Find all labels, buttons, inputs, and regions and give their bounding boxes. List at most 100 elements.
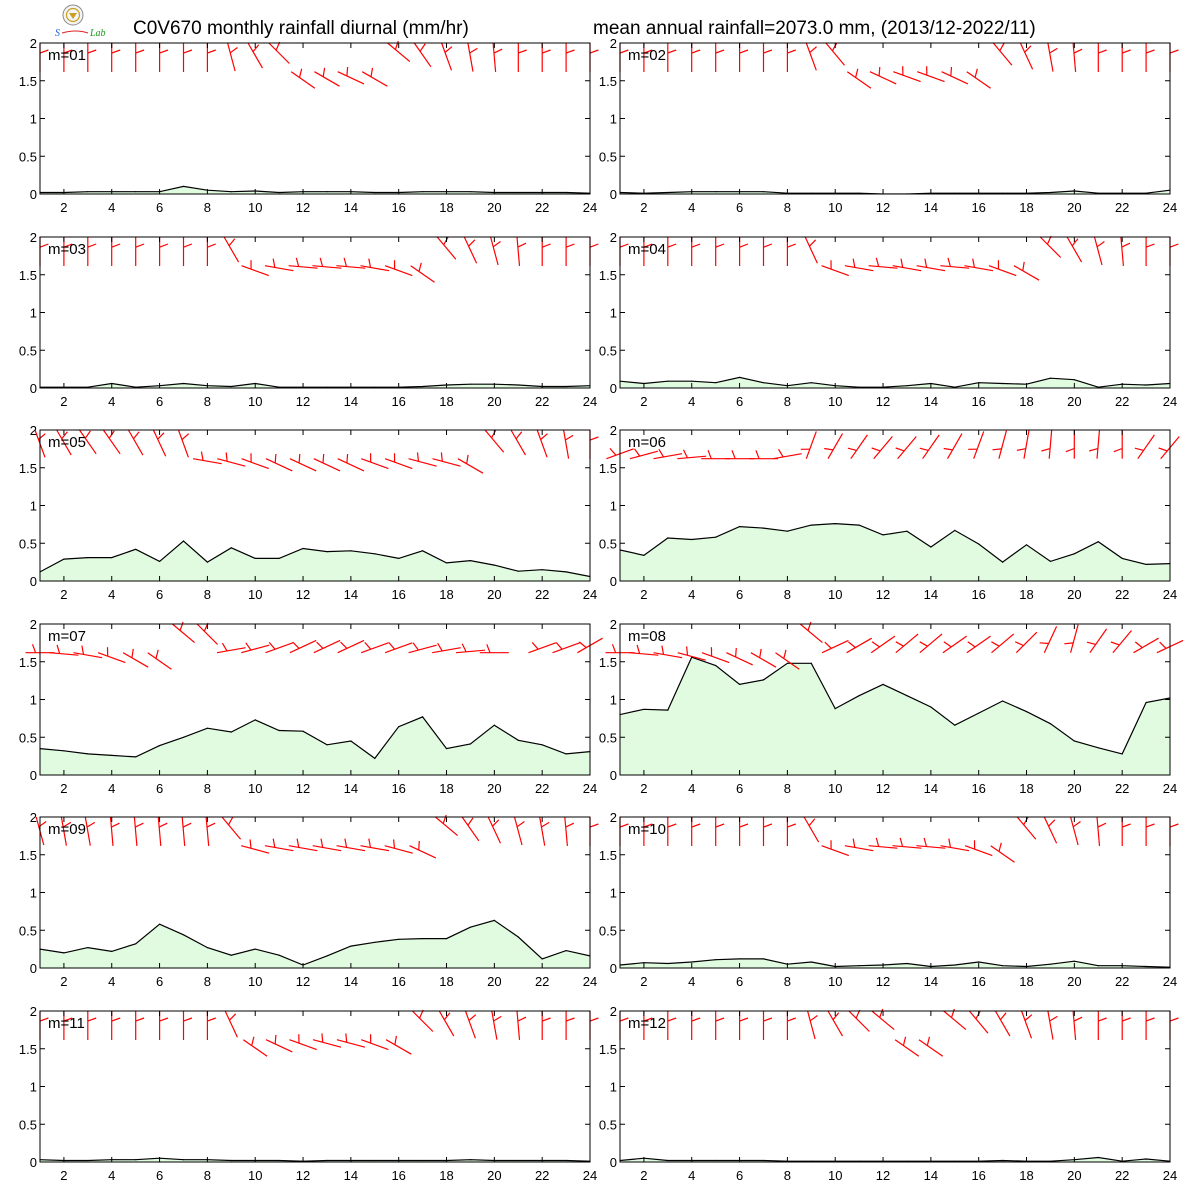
x-tick-label: 14 [924,587,938,602]
wind-barb [868,837,898,849]
wind-barb-feather [518,49,527,54]
wind-barb [463,236,478,264]
wind-barb-shaft [484,429,505,453]
wind-barb-feather [878,66,881,77]
wind-barb-feather [667,823,677,828]
wind-barb-shaft [1047,1010,1054,1040]
wind-barb-feather [517,1016,527,1022]
wind-barb-feather [763,1017,773,1022]
wind-barb-shaft [563,429,570,459]
wind-barb [805,42,817,71]
wind-barb-feather [63,1017,73,1022]
wind-barb-feather [228,238,236,247]
x-tick-label: 20 [487,394,501,409]
wind-barb [1169,237,1179,266]
x-tick-label: 22 [1115,1168,1129,1183]
wind-barb [1039,235,1062,258]
wind-barb [738,817,749,846]
wind-barb-feather [296,838,300,848]
y-tick-label: 0.5 [599,149,617,164]
wind-barb-shaft [265,642,294,654]
wind-barb-shaft [312,845,342,852]
x-tick-label: 2 [640,781,647,796]
rainfall-line [620,376,1170,388]
wind-barb [517,43,527,72]
wind-barb-shaft [409,845,437,859]
wind-barb-feather [619,823,629,828]
x-tick-label: 14 [344,587,358,602]
wind-barb [1120,236,1131,266]
wind-barb [192,451,222,465]
month-label: m=09 [48,821,86,838]
wind-barb [264,258,294,272]
wind-barb-feather [268,642,276,650]
wind-barb-feather [131,648,134,658]
wind-barb-feather [824,447,834,451]
wind-barb [725,450,755,460]
wind-barb-feather [755,450,760,459]
y-tick-label: 1.5 [599,1042,617,1057]
wind-barb-feather [343,257,348,267]
wind-barb [1065,429,1075,459]
wind-barb-feather [531,642,539,650]
wind-barb [966,635,991,654]
wind-barb-feather [1134,641,1143,649]
wind-barb [205,816,216,846]
wind-barb [667,237,677,266]
wind-barb-feather [1169,1017,1179,1022]
wind-barb-shaft [205,816,210,846]
wind-barb-shaft [1013,265,1040,281]
y-tick-label: 0 [610,961,617,976]
wind-barb-shaft [360,642,389,654]
wind-barb-feather [1039,642,1049,645]
wind-barb-feather [63,49,73,54]
wind-barb [677,646,706,661]
wind-barb [432,642,461,654]
x-tick-label: 10 [828,587,842,602]
x-tick-label: 22 [535,1168,549,1183]
wind-barb [536,429,548,458]
panel-frame [39,42,591,195]
wind-barb-shaft [217,458,246,467]
wind-barb-feather [691,49,701,54]
wind-barb-feather [715,1017,725,1022]
x-tick-label: 18 [439,200,453,215]
wind-barb [1097,1011,1107,1040]
wind-barb [868,257,898,269]
wind-barb [871,1008,895,1031]
wind-barb [223,236,240,263]
wind-barb-shaft [1072,42,1077,72]
wind-barb-feather [274,453,277,464]
wind-barb-feather [824,641,832,649]
wind-barb-shaft [510,429,527,456]
wind-barb-feather [492,819,500,827]
x-tick-label: 8 [204,200,211,215]
wind-barb-feather [634,448,641,457]
wind-barb-shaft [943,1010,967,1031]
wind-barb-feather [565,49,575,54]
panel-frame [619,42,1171,195]
wind-barb [313,453,341,472]
wind-barb-shaft [181,816,186,846]
x-tick-label: 18 [1019,394,1033,409]
wind-barb-feather [1072,821,1081,828]
wind-barb-shaft [1070,816,1079,846]
y-tick-label: 0 [30,574,37,589]
wind-barb [701,450,731,460]
wind-barb-feather [967,641,976,648]
wind-barb-feather [368,838,372,848]
wind-barb [206,237,217,266]
y-tick-label: 1 [610,306,617,321]
x-tick-label: 8 [784,781,791,796]
wind-barb [97,647,126,664]
wind-barb-feather [207,1017,217,1022]
wind-barb-feather [999,42,1005,52]
wind-barb [916,66,945,83]
wind-barb-feather [808,818,816,827]
wind-barb-feather [900,258,904,268]
wind-barb-feather [831,42,838,52]
wind-barb [762,817,773,846]
wind-barb-feather [245,642,252,651]
wind-barb [384,642,413,654]
wind-barb-feather [540,433,548,440]
